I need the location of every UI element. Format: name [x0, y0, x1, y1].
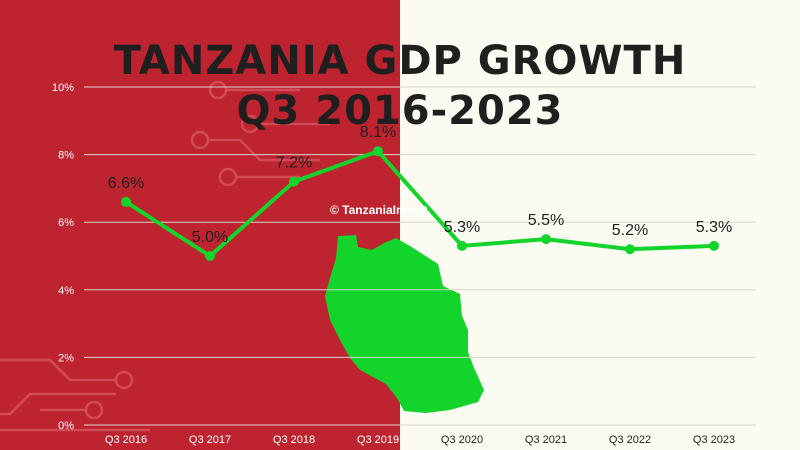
- chart-title-line1: TANZANIA GDP GROWTH: [113, 38, 687, 84]
- data-label: 8.1%: [360, 124, 396, 141]
- x-tick-label: Q3 2016: [105, 434, 147, 446]
- data-label: 7.2%: [276, 155, 312, 172]
- data-point: [457, 240, 467, 251]
- data-label: 5.3%: [444, 219, 480, 236]
- circuit-decoration-icon: [0, 80, 330, 432]
- data-point: [709, 240, 719, 251]
- y-tick-label: 6%: [58, 217, 74, 229]
- y-tick-label: 0%: [58, 420, 74, 432]
- data-point: [121, 196, 131, 207]
- x-tick-label: Q3 2019: [357, 434, 399, 446]
- x-tick-label: Q3 2022: [609, 434, 651, 446]
- x-tick-label: Q3 2021: [525, 434, 567, 446]
- data-point: [205, 251, 215, 261]
- x-tick-label: Q3 2023: [693, 434, 735, 446]
- credit-label: © TanzaniaInvest: [330, 203, 428, 217]
- data-point: [373, 146, 383, 157]
- y-axis-ticks: 0% 2% 4% 6% 8% 10%: [52, 82, 74, 432]
- data-point: [625, 244, 635, 255]
- chart-title-line2: Q3 2016-2023: [236, 88, 564, 134]
- y-tick-label: 8%: [58, 150, 74, 162]
- x-axis-ticks: Q3 2016 Q3 2017 Q3 2018 Q3 2019 Q3 2020 Q3 20…: [105, 434, 735, 446]
- x-tick-label: Q3 2018: [273, 434, 315, 446]
- data-label: 5.0%: [192, 229, 228, 246]
- data-label: 5.5%: [528, 212, 564, 229]
- x-tick-label: Q3 2017: [189, 434, 231, 446]
- data-label: 5.3%: [696, 219, 732, 236]
- data-point: [541, 234, 551, 245]
- x-tick-label: Q3 2020: [441, 434, 483, 446]
- data-label: 6.6%: [108, 175, 144, 192]
- series-line: [124, 149, 715, 258]
- y-tick-label: 2%: [58, 352, 74, 364]
- tanzania-map-icon: [325, 235, 484, 413]
- data-label: 5.2%: [612, 222, 648, 239]
- data-point: [289, 176, 299, 187]
- gdp-series: 6.6% 5.0% 7.2% 8.1% 5.3% 5.5% 5.2% 5.3%: [108, 124, 732, 261]
- gridlines: [84, 86, 756, 426]
- y-tick-label: 10%: [52, 82, 74, 94]
- y-tick-label: 4%: [58, 285, 74, 297]
